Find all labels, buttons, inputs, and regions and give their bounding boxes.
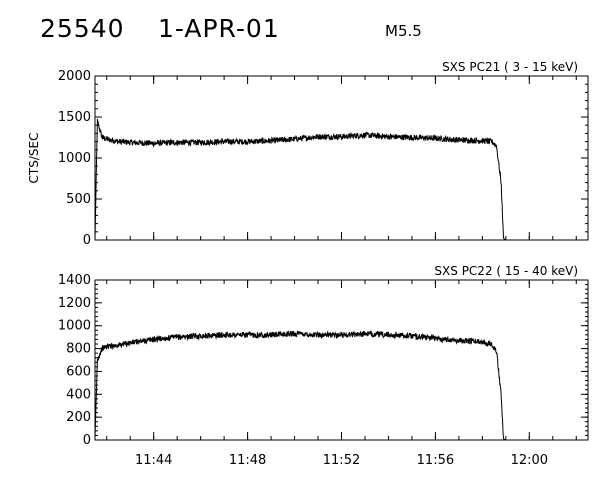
y-tick-label: 1200 (58, 296, 91, 311)
y-tick-label: 0 (83, 433, 91, 448)
panel-2: SXS PC22 ( 15 - 40 keV) 0 200 400 600 800 1000… (58, 264, 589, 468)
x-tick-label: 11:56 (417, 453, 454, 468)
panel-title: SXS PC21 ( 3 - 15 keV) (442, 60, 578, 74)
y-tick-label: 200 (66, 410, 91, 425)
y-axis-label: CTS/SEC (27, 133, 41, 184)
plot-frame (94, 75, 589, 241)
panel-title: SXS PC22 ( 15 - 40 keV) (434, 264, 578, 278)
series-line (94, 118, 518, 241)
y-tick-label: 2000 (58, 69, 91, 84)
plot-frame (94, 279, 589, 441)
y-tick-label: 1000 (58, 151, 91, 166)
flare-class: M5.5 (385, 22, 422, 40)
y-tick-label: 600 (66, 364, 91, 379)
event-date: 1-APR-01 (158, 14, 280, 43)
x-tick-label: 11:44 (135, 453, 172, 468)
y-tick-label: 400 (66, 387, 91, 402)
series-line (94, 330, 518, 441)
y-tick-label: 500 (66, 192, 91, 207)
x-tick-label: 12:00 (511, 453, 548, 468)
y-tick-label: 1000 (58, 319, 91, 334)
x-tick-label: 11:52 (323, 453, 360, 468)
y-tick-label: 800 (66, 342, 91, 357)
y-tick-label: 0 (83, 233, 91, 248)
event-id: 25540 (40, 14, 125, 43)
y-tick-label: 1400 (58, 273, 91, 288)
y-tick-label: 1500 (58, 110, 91, 125)
panel-1: SXS PC21 ( 3 - 15 keV) 0 500 1000 1500 2000 CT… (27, 60, 589, 248)
x-tick-label: 11:48 (229, 453, 266, 468)
